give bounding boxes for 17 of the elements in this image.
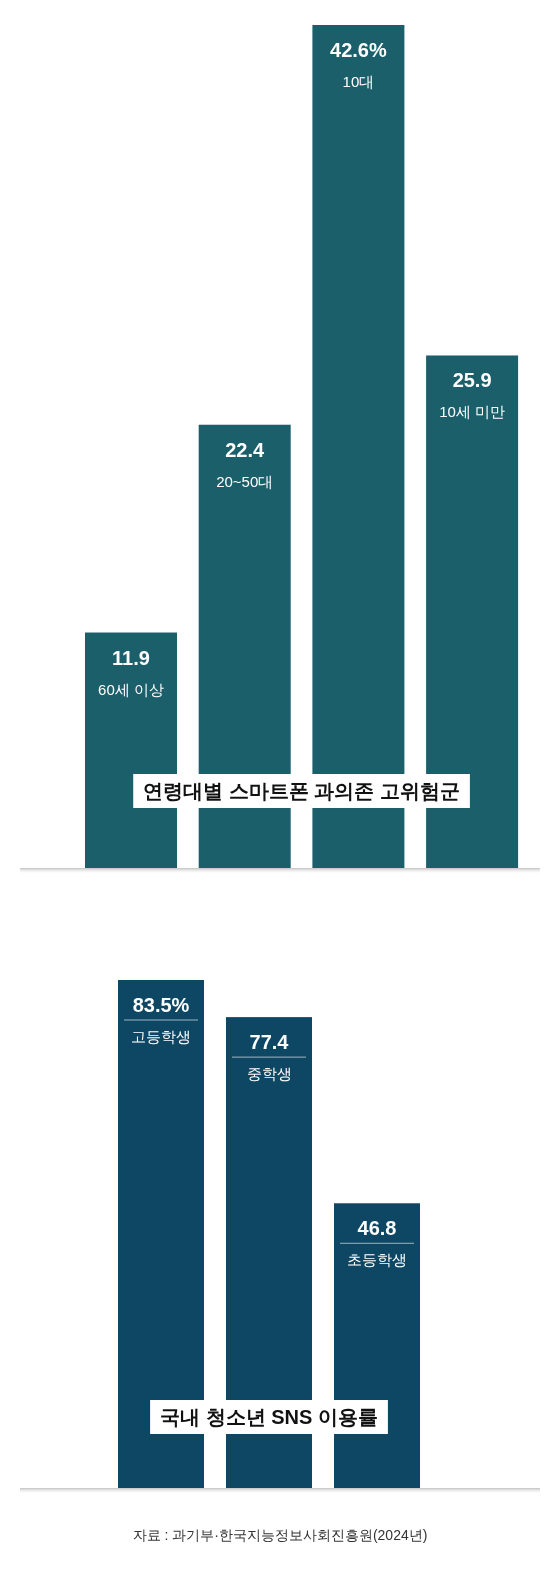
x-tick-label: 중학생 [246,1065,292,1083]
data-label: 42.6% [330,39,387,61]
data-label: 77.4 [249,1031,290,1054]
data-label: 83.5% [132,994,190,1016]
text: 연령대별 스마트폰 과의존 고위험군 [143,780,460,802]
x-tick-label: 60세 이상 [98,680,164,698]
x-tick-label: 20~50대 [216,472,274,490]
data-label: 25.9 [452,369,492,392]
x-tick-label: 10세 미만 [439,403,506,421]
x-tick-label: 10대 [342,73,375,90]
data-label: 11.9 [112,646,150,669]
text: 자료 : 과기부·한국지능정보사회진흥원(2024년) [132,1527,428,1543]
x-tick-label: 초등학생 [347,1251,407,1269]
data-label: 46.8 [357,1217,397,1240]
x-tick-label: 고등학생 [131,1028,191,1045]
text: 국내 청소년 SNS 이용률 [160,1406,378,1428]
data-label: 22.4 [225,438,266,461]
